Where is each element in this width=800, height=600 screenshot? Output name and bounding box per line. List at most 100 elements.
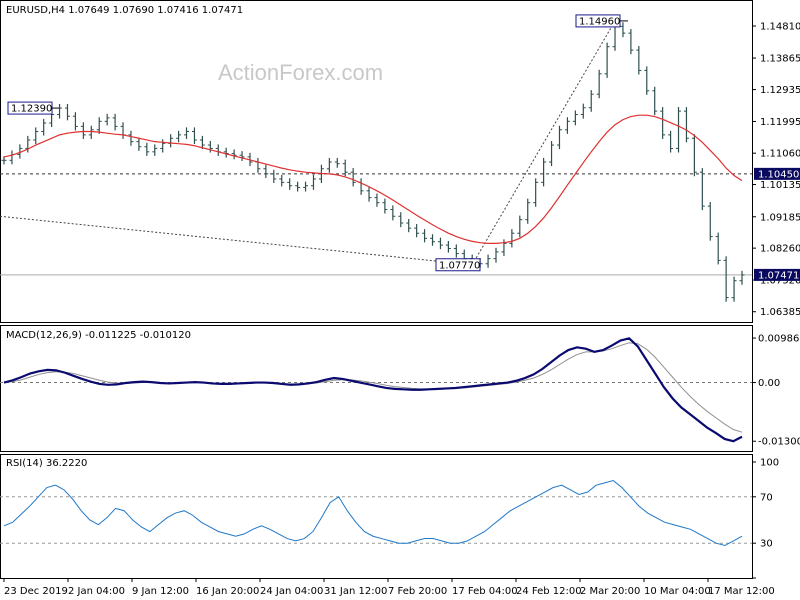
ohlc-bar xyxy=(445,241,451,253)
ohlc-bar xyxy=(303,181,309,192)
ohlc-bar xyxy=(644,66,650,95)
ohlc-bar xyxy=(57,104,63,119)
ohlc-bar xyxy=(501,239,507,256)
ohlc-bar xyxy=(620,22,626,38)
ohlc-bar xyxy=(104,113,110,126)
price-tick-label: 1.12935 xyxy=(760,85,800,96)
price-info-label: EURUSD,H4 1.07649 1.07690 1.07416 1.0747… xyxy=(6,5,243,16)
ohlc-bar xyxy=(731,276,737,302)
ohlc-bar xyxy=(525,198,531,224)
price-level-tag xyxy=(754,268,800,281)
ohlc-bar xyxy=(636,46,642,75)
macd-tick-label: 0.00 xyxy=(758,378,780,389)
price-callout xyxy=(435,258,481,272)
ohlc-bar xyxy=(374,193,380,207)
ohlc-bar xyxy=(683,107,689,143)
ohlc-bar xyxy=(128,130,134,146)
ohlc-bar xyxy=(184,127,190,139)
price-callout-label: 1.14960 xyxy=(579,16,620,27)
x-tick-label: 10 Mar 04:00 xyxy=(644,586,711,597)
ohlc-bar xyxy=(239,151,245,161)
price-tick-label: 1.10135 xyxy=(760,180,800,191)
reference-lines xyxy=(0,20,752,544)
ohlc-bar xyxy=(279,174,285,187)
ohlc-bar xyxy=(739,270,745,285)
ohlc-bar xyxy=(549,140,555,167)
rsi-tick-label: 30 xyxy=(760,539,773,550)
ohlc-bar xyxy=(136,137,142,151)
ohlc-bar xyxy=(64,104,70,121)
rsi-series xyxy=(3,480,743,547)
ohlc-bar xyxy=(580,103,586,119)
ohlc-bar xyxy=(191,127,197,145)
rsi-line xyxy=(3,480,743,547)
ohlc-bar xyxy=(112,113,118,131)
ohlc-bar xyxy=(668,130,674,153)
ohlc-bar xyxy=(509,229,515,248)
ohlc-bar xyxy=(541,157,547,187)
ohlc-bar xyxy=(350,168,356,187)
ohlc-bar xyxy=(652,86,658,116)
rsi-panel xyxy=(0,454,753,579)
ohlc-bar xyxy=(287,178,293,190)
x-tick-label: 17 Feb 04:00 xyxy=(452,586,518,597)
ohlc-bar xyxy=(414,224,420,238)
macd-panel xyxy=(0,325,753,452)
ohlc-bar xyxy=(628,29,634,55)
ohlc-bar xyxy=(33,127,39,145)
macd-tick-label: 0.009862 xyxy=(758,334,800,345)
price-tick-label: 1.06385 xyxy=(760,307,800,318)
price-tick-label: 1.13865 xyxy=(760,54,800,65)
rsi-tick-label: 100 xyxy=(760,458,779,469)
ohlc-bar xyxy=(493,247,499,263)
x-tick-label: 7 Feb 20:00 xyxy=(388,586,447,597)
trendline-lower xyxy=(0,215,473,266)
ohlc-bar xyxy=(1,156,7,165)
ohlc-bar xyxy=(572,110,578,126)
x-tick-label: 23 Dec 2019 xyxy=(4,586,68,597)
price-tick-label: 1.11060 xyxy=(760,149,800,160)
ohlc-bar xyxy=(430,234,436,246)
ohlc-bar xyxy=(295,181,301,192)
ohlc-bar xyxy=(398,212,404,228)
macd-info-label: MACD(12,26,9) -0.011225 -0.010120 xyxy=(6,330,191,341)
ohlc-bar xyxy=(41,118,47,136)
ohlc-bar xyxy=(699,168,705,211)
ohlc-bar xyxy=(382,198,388,214)
ohlc-bar xyxy=(263,164,269,178)
ohlc-bar xyxy=(17,144,23,159)
price-tick-label: 1.08260 xyxy=(760,244,800,255)
ohlc-bar xyxy=(160,139,166,153)
ohlc-bar xyxy=(271,169,277,184)
axis-labels: 1.14810 1.13865 1.12935 1.11995 1.11060 1.101… xyxy=(3,22,800,597)
x-tick-label: 2 Mar 20:00 xyxy=(580,586,640,597)
ohlc-bar xyxy=(366,186,372,202)
ohlc-bar xyxy=(691,134,697,177)
ohlc-bar xyxy=(485,254,491,268)
ohlc-bar xyxy=(152,144,158,156)
ohlc-bar xyxy=(437,237,443,250)
price-panel xyxy=(0,0,753,323)
x-tick-label: 2 Jan 04:00 xyxy=(68,586,125,597)
ohlc-bar xyxy=(533,178,539,207)
rsi-info-label: RSI(14) 36.2220 xyxy=(6,458,87,469)
ohlc-bar xyxy=(556,125,562,150)
ohlc-bar xyxy=(707,202,713,241)
ohlc-bar xyxy=(517,215,523,238)
ohlc-bar xyxy=(596,69,602,99)
x-tick-label: 17 Mar 12:00 xyxy=(708,586,775,597)
x-tick-label: 24 Feb 12:00 xyxy=(516,586,582,597)
ohlc-bar xyxy=(660,107,666,139)
x-tick-label: 24 Jan 04:00 xyxy=(260,586,323,597)
watermark: ActionForex.com xyxy=(218,60,383,85)
macd-tick-label: -0.013002 xyxy=(758,437,800,448)
price-tick-label: 1.09185 xyxy=(760,212,800,223)
ohlc-bar xyxy=(334,157,340,168)
macd-series xyxy=(3,337,743,443)
macd-line xyxy=(3,337,743,443)
price-level-tag-label: 1.07471 xyxy=(758,270,799,281)
ohlc-bar xyxy=(342,159,348,177)
ohlc-bar xyxy=(326,157,332,173)
x-tick-label: 16 Jan 20:00 xyxy=(196,586,259,597)
